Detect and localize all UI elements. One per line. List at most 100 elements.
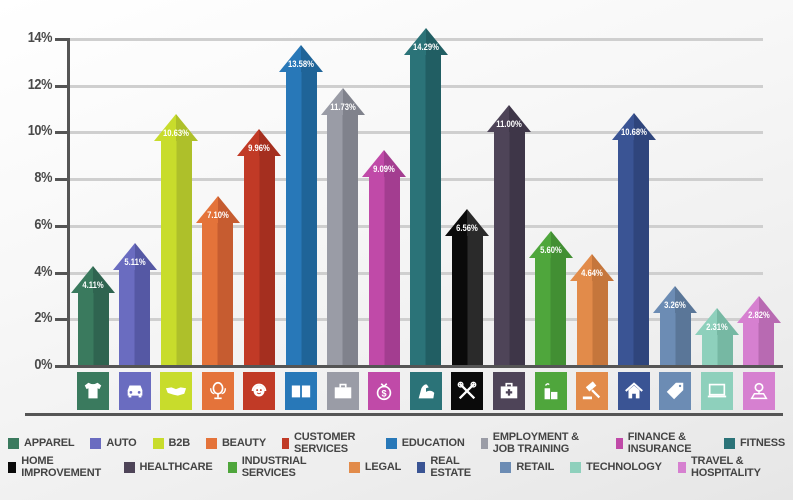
y-axis-line xyxy=(67,38,70,368)
arrow-bar: 5.11% xyxy=(112,242,157,366)
legend-label: INDUSTRIAL SERVICES xyxy=(241,455,307,479)
y-tick-mark xyxy=(55,38,68,41)
legend-swatch xyxy=(8,437,19,449)
y-tick-mark xyxy=(55,224,68,228)
legend-swatch xyxy=(385,437,397,449)
legend-label: AUTO xyxy=(106,437,137,449)
legend-row-1: APPAREL AUTO B2B BEAUTY CUSTOMER SERVICES EDU… xyxy=(0,431,793,455)
arrow-bar: 6.56% xyxy=(445,208,490,366)
legend-label: BEAUTY xyxy=(221,437,266,449)
legend-item: TRAVEL & HOSPITALITY xyxy=(677,455,785,479)
legend-item: RETAIL xyxy=(500,455,554,479)
arrow-bar: 2.31% xyxy=(695,308,739,366)
legend-swatch xyxy=(417,461,426,473)
legend-item: REAL ESTATE xyxy=(417,455,484,479)
legend-label: HOME IMPROVEMENT xyxy=(21,455,101,479)
legend-label: LEGAL xyxy=(364,461,402,473)
y-tick-label: 14% xyxy=(27,29,53,46)
value-label: 5.11% xyxy=(123,256,146,267)
value-label: 5.60% xyxy=(539,245,562,256)
y-tick-label: 12% xyxy=(27,75,53,93)
tools-icon xyxy=(451,372,484,410)
value-label: 11.00% xyxy=(496,119,522,130)
legend-swatch xyxy=(570,461,582,473)
arrow-bar: 3.26% xyxy=(653,285,698,366)
legend-label: CUSTOMER SERVICES xyxy=(294,431,356,455)
arrow-bar: 4.11% xyxy=(71,266,115,366)
legend-swatch xyxy=(228,461,237,473)
legend-item: EDUCATION xyxy=(385,431,465,455)
legend-item: EMPLOYMENT & JOB TRAINING xyxy=(480,431,600,455)
svg-text:$: $ xyxy=(382,389,387,399)
legend-item: HOME IMPROVEMENT xyxy=(8,455,108,479)
y-tick-mark xyxy=(55,271,68,275)
value-label: 2.82% xyxy=(747,310,770,321)
headset-icon xyxy=(243,372,276,410)
arrow-bar: 13.58% xyxy=(279,44,323,366)
legend-swatch xyxy=(348,461,360,473)
legend-label: RETAIL xyxy=(516,461,555,473)
legend-label: FINANCE & INSURANCE xyxy=(627,431,692,455)
legend-swatch xyxy=(281,437,290,449)
house-icon xyxy=(617,372,650,410)
value-label: 3.26% xyxy=(664,299,687,310)
value-label: 6.56% xyxy=(456,222,479,233)
price-tag-icon xyxy=(659,372,692,410)
legend-item: B2B xyxy=(152,431,191,455)
money-bag-icon: $ xyxy=(368,372,401,410)
legend-item: APPAREL xyxy=(8,431,75,455)
value-label: 10.68% xyxy=(620,126,647,137)
arrow-bar: 9.96% xyxy=(237,129,282,366)
arrow-bar: 7.10% xyxy=(195,196,240,366)
handshake-icon xyxy=(160,372,193,410)
legend-swatch xyxy=(677,461,686,473)
legend-swatch xyxy=(123,461,135,473)
legend-label: EMPLOYMENT & JOB TRAINING xyxy=(492,431,579,455)
value-label: 14.29% xyxy=(412,42,439,53)
y-tick-mark xyxy=(55,131,68,135)
y-tick-mark xyxy=(55,84,68,88)
legend-label: REAL ESTATE xyxy=(430,455,471,479)
legend-swatch xyxy=(500,461,512,473)
y-tick-label: 8% xyxy=(34,169,52,187)
first-aid-kit-icon xyxy=(493,372,525,410)
legend-item: CUSTOMER SERVICES xyxy=(281,431,370,455)
arrow-bar: 10.68% xyxy=(611,112,656,366)
legend-item: FITNESS xyxy=(723,431,785,455)
legend-item: AUTO xyxy=(90,431,137,455)
value-label: 9.96% xyxy=(248,143,271,154)
value-label: 4.64% xyxy=(581,267,604,278)
y-tick-label: 10% xyxy=(27,122,53,140)
legend-item: TECHNOLOGY xyxy=(570,455,662,479)
value-label: 7.10% xyxy=(206,210,229,221)
legend-item: HEALTHCARE xyxy=(123,455,213,479)
gavel-icon xyxy=(576,372,609,410)
x-axis-baseline xyxy=(55,365,783,368)
legend-swatch xyxy=(205,437,217,449)
legend-label: APPAREL xyxy=(24,437,75,449)
legend-swatch xyxy=(615,437,623,449)
book-icon xyxy=(285,372,317,410)
laptop-icon xyxy=(701,372,733,410)
legend-label: FITNESS xyxy=(739,437,785,449)
legend-swatch xyxy=(8,461,17,473)
value-label: 9.09% xyxy=(373,163,396,174)
arrow-bar: 10.63% xyxy=(154,113,199,366)
y-tick-label: 0% xyxy=(34,356,52,373)
value-label: 2.31% xyxy=(706,322,728,333)
arrow-bar: 9.09% xyxy=(362,149,407,366)
tshirt-icon xyxy=(77,372,109,410)
arrow-bar: 5.60% xyxy=(528,231,573,366)
legend-swatch xyxy=(152,437,164,449)
factory-icon xyxy=(534,372,567,410)
legend-item: FINANCE & INSURANCE xyxy=(615,431,708,455)
arrow-bar: 2.82% xyxy=(736,296,781,366)
legend-label: B2B xyxy=(168,437,191,449)
bar-chart: 0% 2% 4% 6% 8% 10% 12% 14% 4.11% 5.11% 10.63% 7.10… xyxy=(25,28,783,416)
legend-swatch xyxy=(723,437,735,449)
map-pin-icon xyxy=(742,372,775,410)
legend-row-2: HOME IMPROVEMENT HEALTHCARE INDUSTRIAL SER… xyxy=(0,455,793,479)
y-tick-mark xyxy=(55,318,68,322)
legend-item: LEGAL xyxy=(348,455,402,479)
arrow-bar: 4.64% xyxy=(570,253,615,366)
